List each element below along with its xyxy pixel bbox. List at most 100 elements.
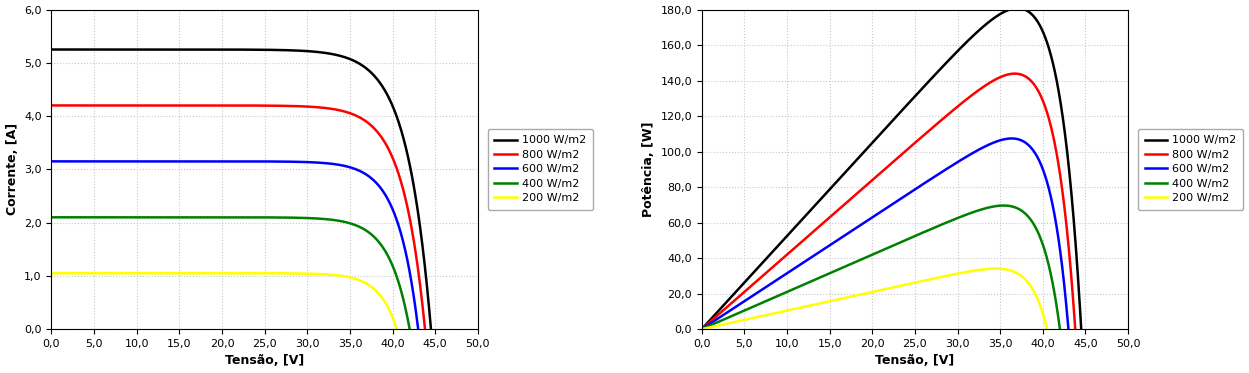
600 W/m2 [827,240,842,244]
400 W/m2 [1053,327,1068,331]
600 W/m2 [898,193,913,198]
600 W/m2 [694,327,709,331]
1000 W/m2 [1074,326,1089,331]
600 W/m2 [411,327,426,331]
600 W/m2 [316,161,331,165]
Legend: 1000 W/m2, 800 W/m2, 600 W/m2, 400 W/m2, 200 W/m2: 1000 W/m2, 800 W/m2, 600 W/m2, 400 W/m2,… [1138,129,1243,210]
600 W/m2 [841,231,856,235]
200 W/m2 [848,293,863,298]
200 W/m2 [1017,276,1032,280]
200 W/m2 [988,266,1003,271]
800 W/m2 [372,132,387,137]
Line: 400 W/m2: 400 W/m2 [702,206,1060,329]
1000 W/m2 [423,327,438,331]
600 W/m2 [247,159,262,164]
200 W/m2 [1039,327,1054,331]
200 W/m2 [796,305,811,309]
800 W/m2 [789,244,804,248]
Legend: 1000 W/m2, 800 W/m2, 600 W/m2, 400 W/m2, 200 W/m2: 1000 W/m2, 800 W/m2, 600 W/m2, 400 W/m2,… [487,129,593,210]
800 W/m2 [712,311,727,316]
600 W/m2 [1060,327,1075,331]
Y-axis label: Potência, [W]: Potência, [W] [642,122,654,217]
1000 W/m2 [921,81,936,85]
1000 W/m2 [1017,7,1032,12]
600 W/m2 [965,151,980,155]
600 W/m2 [952,159,967,163]
800 W/m2 [807,228,822,232]
200 W/m2 [89,271,104,276]
400 W/m2 [823,270,838,275]
Line: 800 W/m2: 800 W/m2 [702,73,1075,329]
400 W/m2 [829,268,844,272]
X-axis label: Tensão, [V]: Tensão, [V] [876,354,954,367]
800 W/m2 [1022,78,1037,82]
800 W/m2 [61,103,76,108]
400 W/m2 [858,256,873,260]
Line: 600 W/m2: 600 W/m2 [51,162,418,329]
800 W/m2 [694,327,709,331]
800 W/m2 [1008,71,1023,76]
200 W/m2 [145,271,160,276]
1000 W/m2 [270,48,285,52]
600 W/m2 [1040,181,1055,186]
800 W/m2 [44,103,59,108]
800 W/m2 [157,103,172,108]
200 W/m2 [738,317,753,322]
400 W/m2 [207,215,222,220]
1000 W/m2 [1010,6,1025,10]
1000 W/m2 [224,47,239,52]
400 W/m2 [180,215,195,220]
Line: 200 W/m2: 200 W/m2 [702,269,1047,329]
200 W/m2 [694,327,709,331]
Line: 800 W/m2: 800 W/m2 [51,106,425,329]
800 W/m2 [1068,326,1083,331]
1000 W/m2 [45,47,60,52]
Line: 200 W/m2: 200 W/m2 [51,273,397,329]
400 W/m2 [797,282,812,287]
400 W/m2 [402,327,417,331]
1000 W/m2 [182,47,197,52]
200 W/m2 [199,271,214,276]
200 W/m2 [44,271,59,276]
1000 W/m2 [873,131,888,135]
800 W/m2 [139,103,154,108]
1000 W/m2 [44,47,59,52]
X-axis label: Tensão, [V]: Tensão, [V] [225,354,305,367]
600 W/m2 [177,159,192,164]
1000 W/m2 [833,175,848,180]
Line: 600 W/m2: 600 W/m2 [702,138,1068,329]
200 W/m2 [901,282,916,286]
600 W/m2 [1004,136,1019,141]
400 W/m2 [44,215,59,220]
1000 W/m2 [694,327,709,331]
Y-axis label: Corrente, [A]: Corrente, [A] [5,123,19,216]
400 W/m2 [934,222,949,227]
400 W/m2 [75,215,90,220]
1000 W/m2 [366,72,381,77]
1000 W/m2 [696,326,711,330]
1000 W/m2 [247,47,262,52]
400 W/m2 [995,203,1010,208]
400 W/m2 [146,215,161,220]
800 W/m2 [87,103,102,108]
400 W/m2 [694,327,709,331]
600 W/m2 [44,159,59,164]
200 W/m2 [732,319,747,323]
200 W/m2 [81,271,96,276]
600 W/m2 [390,219,405,223]
200 W/m2 [390,327,405,331]
600 W/m2 [301,160,316,164]
400 W/m2 [174,215,189,220]
800 W/m2 [737,289,752,294]
800 W/m2 [417,327,432,331]
600 W/m2 [191,159,206,164]
1000 W/m2 [897,105,912,110]
800 W/m2 [1033,93,1048,98]
200 W/m2 [366,286,381,291]
Line: 400 W/m2: 400 W/m2 [51,217,410,329]
200 W/m2 [250,271,265,276]
Line: 1000 W/m2: 1000 W/m2 [702,8,1082,329]
800 W/m2 [382,150,397,155]
Line: 1000 W/m2: 1000 W/m2 [51,50,431,329]
400 W/m2 [726,313,741,318]
